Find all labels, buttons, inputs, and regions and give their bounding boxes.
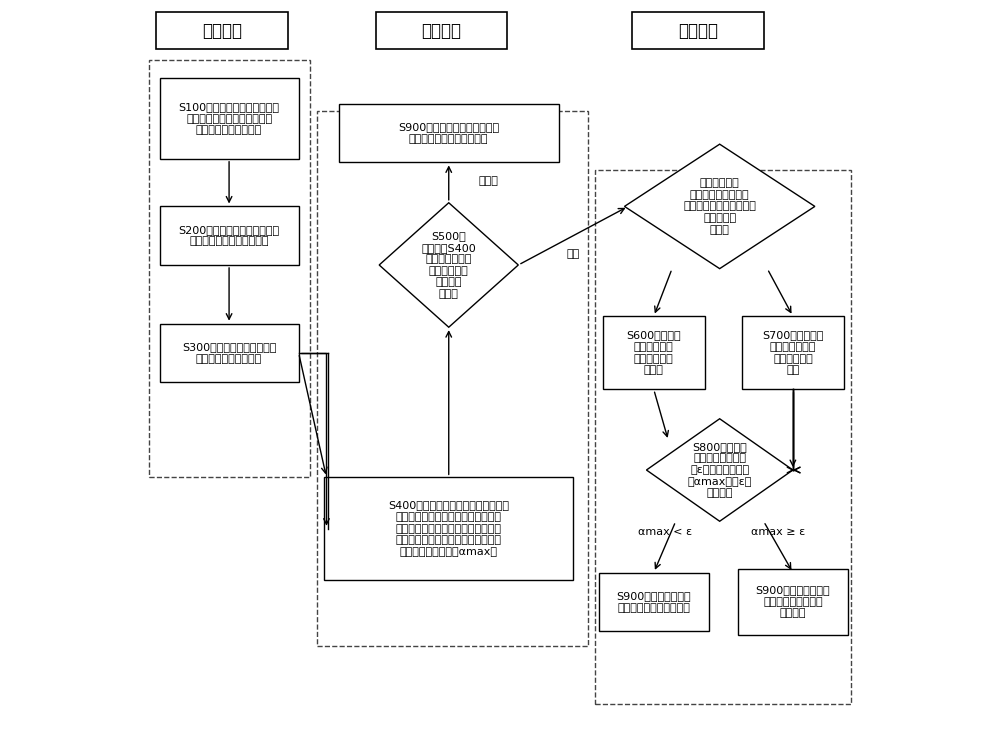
Bar [339,104,559,162]
Text: S600、选择波
峰检测算法对
样本进行二次
分类。: S600、选择波 峰检测算法对 样本进行二次 分类。 [626,331,681,376]
Polygon shape [379,203,518,327]
Bar [149,60,310,477]
Bar [738,569,848,635]
Text: 需要: 需要 [567,249,580,259]
Bar [632,12,764,49]
Text: 二次分类: 二次分类 [678,21,718,40]
Text: S700、选择支持
向量机方法对样
本进行二次分
类。: S700、选择支持 向量机方法对样 本进行二次分 类。 [762,331,824,376]
Text: 根据每种样本
的数量、样本吸收峰
的数量与位置的差异性选
择二次分类
方法。: 根据每种样本 的数量、样本吸收峰 的数量与位置的差异性选 择二次分类 方法。 [683,178,756,234]
Bar [156,12,288,49]
Text: S400、对所有数据划分指纹区与特征
谱带区，并使用光谱角度制图方法，
结合标准样本数据对待分类样本进行
分类，并得到每个样本与标准塑料样
本的最大夹角余弦值α: S400、对所有数据划分指纹区与特征 谱带区，并使用光谱角度制图方法， 结合标准… [388,501,509,557]
Text: 不需要: 不需要 [478,176,498,186]
Bar [317,111,588,646]
Text: S300、采集标准塑料样本，
得到其红外光谱数据。: S300、采集标准塑料样本， 得到其红外光谱数据。 [182,342,276,364]
Text: 数据处理: 数据处理 [202,21,242,40]
Bar [595,170,851,704]
Bar [376,12,507,49]
Text: S900、该种类样本可直接由光
谱角度制图方法分类出来。: S900、该种类样本可直接由光 谱角度制图方法分类出来。 [398,123,499,144]
Text: S900、该样本分类结
果由二次分类方法得出。: S900、该样本分类结 果由二次分类方法得出。 [616,591,691,612]
Text: S200、对样本数据进行数据校
正、平滑降噪、消除水峰。: S200、对样本数据进行数据校 正、平滑降噪、消除水峰。 [179,225,280,246]
Bar [160,207,299,265]
Bar [324,477,573,580]
Text: S900、该样本分类结
果由光谱角度制图方
法得出。: S900、该样本分类结 果由光谱角度制图方 法得出。 [756,585,830,618]
Text: αmax < ε: αmax < ε [638,527,692,537]
Bar [160,323,299,382]
Bar [742,316,844,390]
Text: S100、使用红外光谱仪对样品
进行红外谱图采集，得到每个
样本的红外光谱数据。: S100、使用红外光谱仪对样品 进行红外谱图采集，得到每个 样本的红外光谱数据。 [179,102,280,135]
Polygon shape [624,144,815,269]
Bar [160,78,299,159]
Text: S500、
根据步骤S400
的结果，判定各
种类是否需要
进行二次
分类。: S500、 根据步骤S400 的结果，判定各 种类是否需要 进行二次 分类。 [421,231,476,299]
Bar [603,316,705,390]
Bar [599,573,709,631]
Text: 首次分类: 首次分类 [421,21,461,40]
Text: S800、对每种
样本设定相似度阈
值ε，比较每个样本
的αmax值与ε值
的大小。: S800、对每种 样本设定相似度阈 值ε，比较每个样本 的αmax值与ε值 的大… [687,442,752,498]
Text: αmax ≥ ε: αmax ≥ ε [751,527,805,537]
Polygon shape [646,419,793,521]
